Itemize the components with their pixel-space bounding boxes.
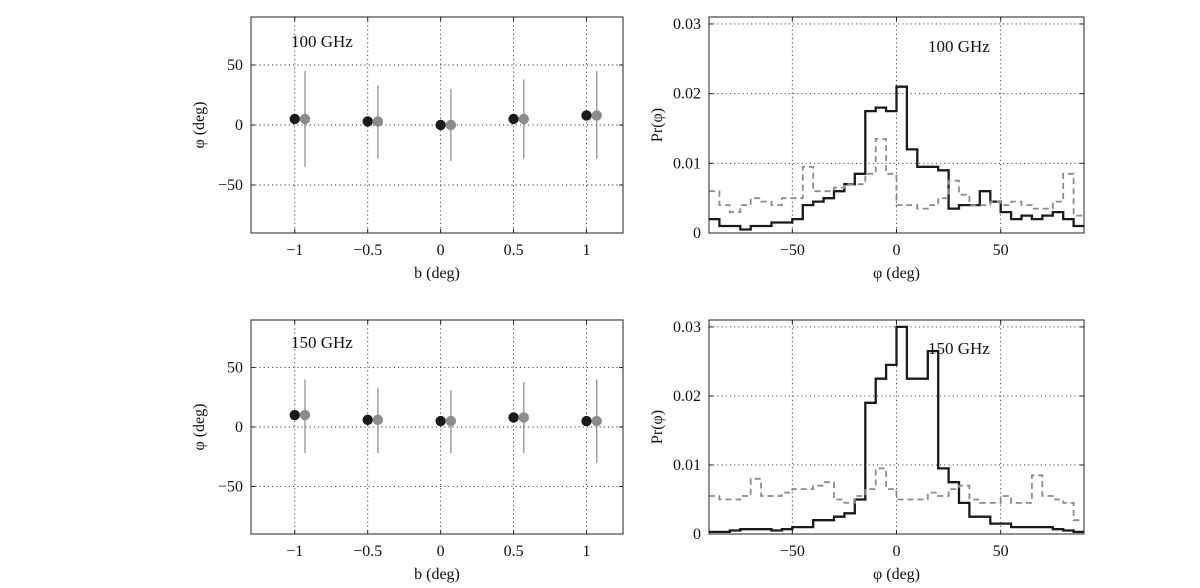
y-tick-label: 0	[235, 117, 243, 134]
panel-histogram-100ghz: −50 0 50 0 0.01 0.02 0.03 φ (deg) Pr(φ) 100 GHz	[649, 16, 1085, 282]
y-tick-label: 0.02	[673, 388, 701, 405]
y-axis-label: φ (deg)	[191, 404, 208, 451]
x-axis-label: b (deg)	[414, 265, 460, 282]
plot-frame	[250, 319, 624, 535]
data-point-dark	[435, 415, 446, 427]
panel-phi-vs-b-150ghz: −1 −0.5 0 0.5 1 −50 0 50 b (deg) φ (deg) 150 GHz	[191, 319, 624, 583]
data-point-light	[445, 415, 457, 427]
y-tick-label: 0	[693, 225, 701, 242]
plot-frame	[708, 16, 1085, 234]
x-tick-label: −1	[286, 242, 303, 259]
x-tick-label: −1	[286, 543, 303, 560]
histogram-solid-line	[709, 325, 1084, 534]
x-tick-label: 0	[437, 543, 445, 560]
data-point-light	[299, 409, 311, 421]
x-tick-label: −0.5	[353, 543, 382, 560]
y-axis-label: Pr(φ)	[649, 410, 666, 444]
x-axis-label: φ (deg)	[873, 265, 920, 282]
data-point-dark	[581, 415, 592, 427]
y-axis-label: Pr(φ)	[649, 108, 666, 142]
data-point-dark	[508, 412, 519, 423]
x-tick-label: 1	[583, 242, 591, 259]
data-point-light	[591, 110, 602, 121]
data-point-dark	[508, 113, 519, 125]
histogram-solid-line	[709, 85, 1084, 231]
x-tick-label: 0	[893, 543, 901, 560]
data-point-light	[372, 414, 384, 426]
y-tick-label: −50	[218, 177, 243, 194]
x-tick-label: 0.5	[504, 242, 524, 259]
y-tick-label: 0	[693, 526, 701, 543]
y-tick-label: 0	[235, 419, 243, 436]
y-tick-label: 0.02	[673, 86, 701, 103]
frequency-annotation: 150 GHz	[928, 339, 990, 358]
panel-phi-vs-b-100ghz: −1 −0.5 0 0.5 1 −50 0 50 b (deg) φ (deg) 100 GHz	[191, 16, 624, 282]
data-point-dark	[362, 414, 373, 426]
y-tick-label: −50	[218, 478, 243, 495]
data-point-light	[591, 415, 602, 427]
data-point-dark	[362, 116, 373, 127]
plot-frame	[250, 16, 624, 234]
frequency-annotation: 100 GHz	[291, 32, 353, 51]
panel-histogram-150ghz: −50 0 50 0 0.01 0.02 0.03 φ (deg) Pr(φ) 150 GHz	[649, 319, 1085, 583]
data-point-dark	[289, 113, 300, 125]
x-tick-label: −0.5	[353, 242, 382, 259]
histogram-dashed-line	[709, 138, 1084, 217]
x-tick-label: 50	[993, 543, 1009, 560]
data-point-light	[518, 412, 529, 423]
y-axis-label: φ (deg)	[191, 102, 208, 149]
y-tick-label: 0.03	[673, 16, 701, 33]
x-axis-label: φ (deg)	[873, 566, 920, 583]
data-point-light	[518, 113, 529, 125]
x-tick-label: 0	[437, 242, 445, 259]
plot-frame	[708, 319, 1085, 535]
x-tick-label: −50	[780, 242, 805, 259]
frequency-annotation: 100 GHz	[928, 37, 990, 56]
data-point-light	[372, 116, 384, 127]
x-tick-label: 0.5	[504, 543, 524, 560]
data-point-dark	[581, 110, 592, 121]
x-tick-label: 0	[893, 242, 901, 259]
x-axis-label: b (deg)	[414, 566, 460, 583]
y-tick-label: 0.01	[673, 457, 701, 474]
x-tick-label: 1	[583, 543, 591, 560]
data-point-dark	[289, 409, 300, 421]
x-tick-label: −50	[780, 543, 805, 560]
data-point-light	[299, 113, 311, 125]
y-tick-label: 50	[227, 57, 243, 74]
y-tick-label: 50	[227, 360, 243, 377]
data-point-dark	[435, 119, 446, 131]
y-tick-label: 0.03	[673, 319, 701, 336]
x-tick-label: 50	[993, 242, 1009, 259]
y-tick-label: 0.01	[673, 155, 701, 172]
data-point-light	[445, 119, 457, 131]
frequency-annotation: 150 GHz	[291, 333, 353, 352]
histogram-dashed-line	[709, 467, 1084, 522]
